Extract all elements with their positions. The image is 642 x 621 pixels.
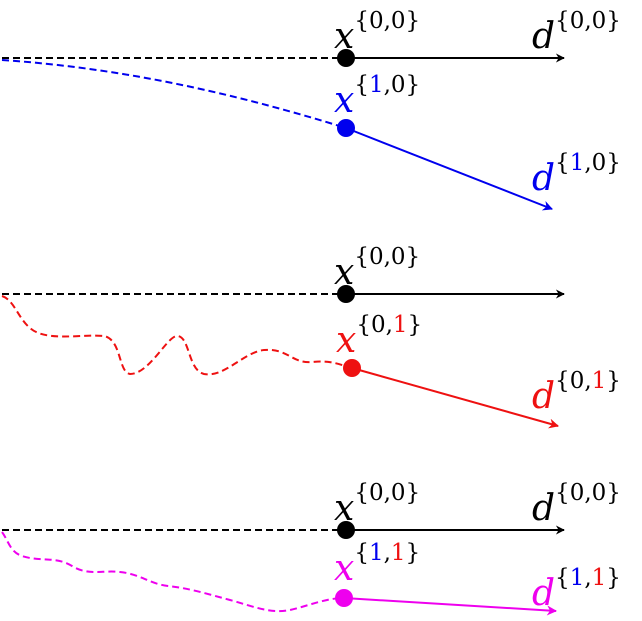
perturbed-direction-label: d{1,1}	[532, 565, 621, 614]
perturbed-direction-arrow	[343, 597, 557, 616]
reference-point	[337, 285, 355, 303]
panel-2: x{0,0} x{0,1} d{0,1}	[1, 244, 621, 429]
perturbed-direction-arrow	[345, 127, 553, 211]
perturbed-path-dashed	[1, 295, 353, 376]
reference-point	[337, 49, 355, 67]
panel-1: x{0,0} d{0,0} x{1,0} d{1,0}	[1, 8, 621, 211]
reference-trajectory: x{0,0} d{0,0}	[2, 480, 621, 539]
perturbed-point	[335, 589, 353, 607]
perturbed-direction-label: d{1,0}	[532, 150, 621, 199]
perturbed-point	[337, 119, 355, 137]
perturbed-point-label: x{1,0}	[334, 72, 420, 121]
reference-direction-label: d{0,0}	[532, 480, 621, 529]
perturbed-point	[343, 359, 361, 377]
perturbed-direction-label: d{0,1}	[532, 368, 621, 417]
perturbed-trajectory: x{1,0} d{1,0}	[1, 59, 621, 211]
perturbed-path-dashed	[1, 59, 347, 129]
perturbed-point-label: x{1,1}	[334, 540, 420, 589]
perturbed-trajectory: x{0,1} d{0,1}	[1, 295, 621, 429]
reference-point-label: x{0,0}	[334, 8, 420, 57]
reference-trajectory: x{0,0} d{0,0}	[2, 8, 621, 67]
reference-point-label: x{0,0}	[334, 244, 420, 293]
reference-point-label: x{0,0}	[334, 480, 420, 529]
reference-point	[337, 521, 355, 539]
perturbed-path-dashed	[1, 531, 345, 612]
perturbed-point-label: x{0,1}	[336, 312, 422, 361]
perturbed-direction-arrow	[351, 367, 559, 429]
reference-direction-label: d{0,0}	[532, 8, 621, 57]
reference-trajectory: x{0,0}	[2, 244, 565, 303]
panel-3: x{0,0} d{0,0} x{1,1} d{1,1}	[1, 480, 621, 616]
perturbed-trajectory: x{1,1} d{1,1}	[1, 531, 621, 616]
